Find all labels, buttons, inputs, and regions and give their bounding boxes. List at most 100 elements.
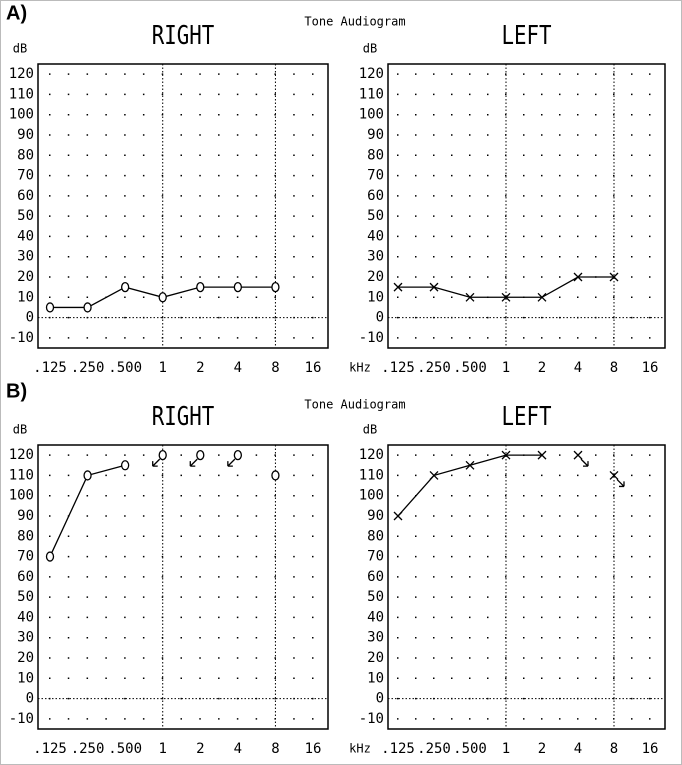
marker-o: [120, 460, 130, 471]
x-tick-label: .250: [71, 360, 105, 376]
y-tick-label: 70: [17, 549, 34, 565]
x-tick-label: .250: [71, 741, 105, 757]
marker-x: [573, 450, 583, 460]
marker-o: [45, 302, 55, 313]
y-tick-label: 50: [17, 208, 34, 224]
y-tick-label: 80: [17, 147, 34, 163]
x-tick-label: .500: [108, 360, 142, 376]
y-tick-label: 40: [17, 609, 34, 625]
plot-area: [37, 444, 329, 730]
y-tick-label: 50: [17, 589, 34, 605]
y-tick-label: 20: [367, 650, 384, 666]
x-tick-label: 16: [642, 741, 659, 757]
x-tick-label: 1: [502, 360, 510, 376]
y-tick-label: 110: [9, 86, 34, 102]
y-tick-label: 60: [17, 569, 34, 585]
x-tick-label: 1: [158, 741, 166, 757]
y-tick-label: 70: [367, 549, 384, 565]
y-tick-label: 20: [367, 269, 384, 285]
x-tick-label: 4: [234, 741, 242, 757]
x-axis-label: kHz: [349, 361, 371, 375]
x-tick-label: 16: [305, 741, 322, 757]
no-response-arrow: [227, 458, 236, 467]
y-tick-label: 0: [26, 691, 34, 707]
chart-title: RIGHT: [152, 401, 215, 432]
no-response-arrow: [580, 458, 589, 467]
series-line: [50, 465, 275, 556]
x-tick-label: .125: [33, 741, 67, 757]
panel-label: A): [6, 2, 27, 24]
x-tick-label: 2: [196, 741, 204, 757]
y-tick-label: 110: [359, 467, 384, 483]
plot-area: [387, 444, 666, 730]
y-tick-label: 120: [9, 447, 34, 463]
plot-area: [37, 63, 329, 349]
marker-x: [393, 282, 403, 292]
y-tick-label: 60: [17, 188, 34, 204]
y-tick-label: 10: [17, 670, 34, 686]
y-tick-label: 90: [17, 127, 34, 143]
y-tick-label: 90: [367, 127, 384, 143]
y-tick-label: 30: [367, 630, 384, 646]
chart-title: LEFT: [501, 20, 551, 51]
x-tick-label: 1: [502, 741, 510, 757]
x-tick-label: 2: [196, 360, 204, 376]
marker-x: [609, 470, 619, 480]
y-tick-label: 100: [359, 107, 384, 123]
y-tick-label: -10: [359, 330, 384, 346]
y-tick-label: 10: [17, 289, 34, 305]
x-tick-label: 2: [538, 741, 546, 757]
x-tick-label: .500: [108, 741, 142, 757]
marker-x: [573, 272, 583, 282]
panel-label: B): [6, 380, 27, 402]
y-tick-label: 80: [17, 528, 34, 544]
marker-o: [233, 449, 243, 461]
y-tick-label: 80: [367, 528, 384, 544]
y-tick-label: 30: [17, 249, 34, 265]
x-tick-label: 4: [574, 741, 582, 757]
y-tick-label: 70: [367, 168, 384, 184]
marker-x: [393, 511, 403, 521]
marker-x: [501, 450, 511, 460]
marker-o: [233, 281, 243, 293]
y-tick-label: 100: [9, 107, 34, 123]
x-axis-label: kHz: [349, 742, 371, 756]
y-tick-label: 10: [367, 289, 384, 305]
marker-x: [465, 460, 475, 470]
y-tick-label: 60: [367, 569, 384, 585]
y-tick-label: 90: [17, 508, 34, 524]
no-response-arrow: [189, 458, 198, 467]
y-tick-label: -10: [9, 330, 34, 346]
x-tick-label: .500: [453, 741, 487, 757]
y-tick-label: 40: [367, 609, 384, 625]
marker-x: [537, 292, 547, 302]
x-tick-label: .500: [453, 360, 487, 376]
x-tick-label: .125: [33, 360, 67, 376]
marker-o: [120, 281, 130, 293]
marker-o: [271, 470, 280, 481]
y-tick-label: 50: [367, 589, 384, 605]
y-axis-label: dB: [13, 42, 27, 56]
x-tick-label: 2: [538, 360, 546, 376]
x-tick-label: .125: [381, 741, 415, 757]
y-tick-label: 0: [376, 691, 384, 707]
chart-title: RIGHT: [152, 20, 215, 51]
marker-x: [465, 292, 475, 302]
x-tick-label: 4: [234, 360, 242, 376]
marker-x: [429, 470, 439, 480]
marker-o: [196, 281, 205, 293]
panel-title: Tone Audiogram: [304, 398, 405, 412]
y-tick-label: -10: [359, 711, 384, 727]
y-tick-label: 120: [9, 66, 34, 82]
y-tick-label: 40: [367, 228, 384, 244]
panel-title: Tone Audiogram: [304, 15, 405, 29]
y-tick-label: -10: [9, 711, 34, 727]
x-tick-label: 8: [271, 741, 279, 757]
x-tick-label: .250: [417, 360, 451, 376]
marker-x: [537, 450, 547, 460]
y-tick-label: 0: [26, 310, 34, 326]
y-tick-label: 40: [17, 228, 34, 244]
chart-title: LEFT: [501, 401, 551, 432]
